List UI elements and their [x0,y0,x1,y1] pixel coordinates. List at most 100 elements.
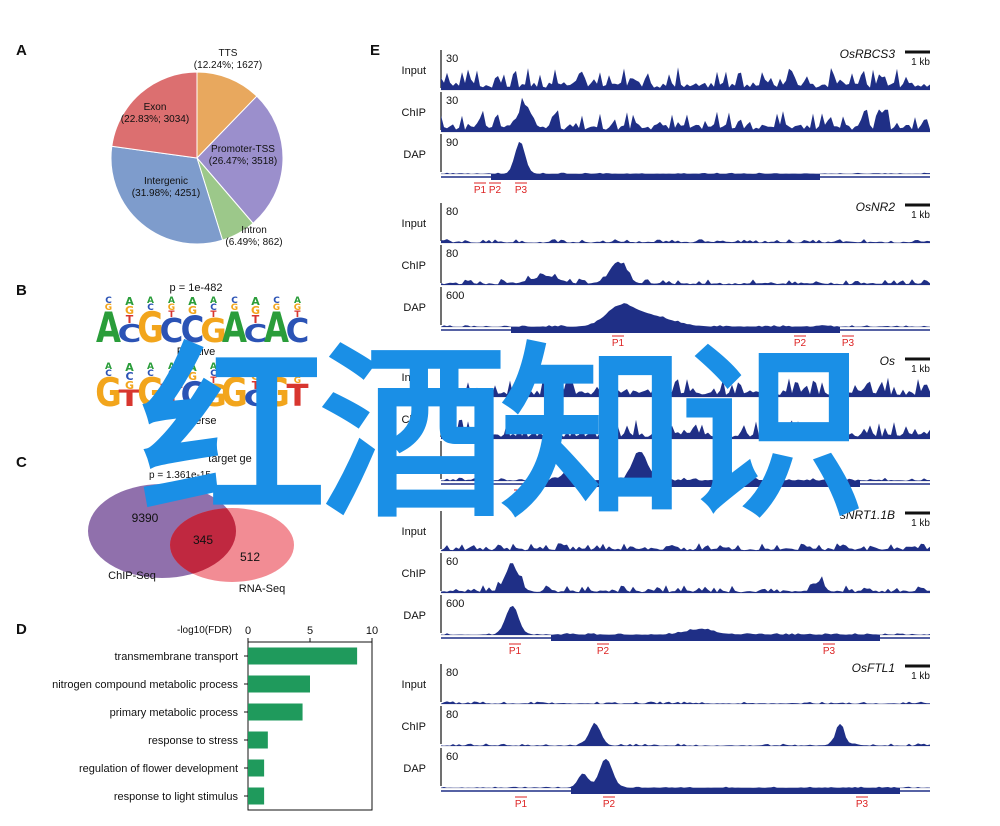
motif-positive-letter-major: G [137,303,164,352]
venn-overlap-region [170,508,236,578]
gene-panel-5 [440,664,930,798]
track-ymax: 60 [446,751,458,763]
track-label-chip: ChIP [402,568,426,580]
signal-track-chip [441,563,930,593]
peak-label: P1 [509,646,522,657]
motif-reverse-letter-minor: G [294,376,301,386]
motif-positive-letter-minor: A [147,296,154,306]
motif-reverse-letter-minor: C [168,369,175,379]
motif-reverse-position-3: ACG [137,362,164,416]
track-label-chip: ChIP [402,107,426,119]
track-label-input: Input [402,218,426,230]
pie-slice-intergenic [110,145,224,245]
peak-label: P1 [612,338,625,349]
pie-label-intron: Intron [241,225,267,236]
signal-track-dap [441,605,930,635]
motif-positive-letter-minor: A [125,295,134,308]
motif-reverse-letter-minor: G [188,370,197,383]
motif-positive-letter-minor: A [210,296,217,306]
gene-model-exon [531,481,860,487]
pie-slice-exon [111,71,198,159]
motif-positive-letter-minor: C [210,303,217,313]
scale-bar-label: 1 kb [911,518,930,529]
peak-label: P3 [515,185,528,196]
motif-reverse-letter-major: G [200,379,227,414]
signal-track-chip [441,419,930,439]
signal-track-chip [441,261,930,285]
motif-reverse-letter-major: G [221,371,248,416]
track-ymax: 90 [446,137,458,149]
track-label-input: Input [402,372,426,384]
gene-panel-2 [440,203,930,337]
watermark-overlay-text: 红酒知识 [139,326,866,543]
motif-positive-letter-major: C [160,312,184,350]
motif-positive-letter-major: G [200,312,227,350]
motif-positive-letter-major: C [118,319,142,348]
scale-bar-label: 1 kb [911,210,930,221]
gene-name: OsNR2 [856,200,896,214]
track-ymax: 30 [446,95,458,107]
peak-label: P3 [842,338,855,349]
motif-reverse-letter-major: T [160,379,183,414]
track-label-chip: ChIP [402,414,426,426]
pie-value-exon: (22.83%; 3034) [121,114,189,125]
track-ymax: 80 [446,667,458,679]
motif-reverse-letter-minor: C [105,369,112,379]
gene-name: Os [880,354,895,368]
peak-label: P2 [597,646,610,657]
peak-label: P2 [603,799,616,810]
bar-4 [248,731,268,749]
motif-positive-position-9: CGA [264,296,289,352]
signal-track-dap [441,451,930,481]
signal-track-input [441,239,930,243]
bar-plot-frame [247,641,373,811]
motif-positive-letter-major: C [181,309,205,351]
motif-positive-position-7: CGA [222,296,247,352]
scale-bar-label: 1 kb [911,57,930,68]
gene-panel-4 [440,511,930,645]
motif-reverse-letter-minor: T [252,379,260,392]
track-label-input: Input [402,679,426,691]
gene-model-exon [571,788,900,794]
motif-positive-letter-minor: G [273,303,280,313]
signal-track-input [441,67,930,90]
track-ymax: 80 [446,248,458,260]
motif-positive-letter-minor: G [125,304,134,317]
track-label-chip: ChIP [402,260,426,272]
motif-positive-letter-minor: T [252,313,260,326]
motif-pvalue: p = 1e-482 [170,282,223,294]
motif-positive-letter-minor: T [168,310,175,320]
bar-6 [248,787,265,805]
motif-positive-letter-major: C [286,312,310,350]
motif-reverse-position-1: ACG [95,362,122,416]
signal-track-dap [441,303,930,327]
pie-slice-promoter-tss [196,95,284,224]
bar-3 [248,703,303,721]
bar-x-tick-label: 5 [307,625,313,637]
track-label-dap: DAP [403,456,426,468]
motif-reverse-letter-minor: C [231,369,238,379]
motif-reverse-letter-major: G [137,371,164,416]
motif-positive-letter-major: A [96,303,121,352]
motif-positive-letter-minor: G [231,303,238,313]
gene-panel-1 [440,50,930,184]
motif-reverse-letter-major: T [118,385,140,411]
motif-positive-letter-minor: A [188,295,197,308]
track-ymax: 600 [446,290,464,302]
bar-x-tick-label: 10 [366,625,378,637]
panel-label-e: E [370,42,381,59]
track-label-dap: DAP [403,302,426,314]
peak-label: P1 [474,185,487,196]
motif-reverse-letter-major: C [181,374,205,414]
motif-positive-position-3: ACG [137,296,164,352]
motif-reverse-letter-major: T [286,379,309,414]
motif-reverse-letter-minor: A [231,362,238,372]
track-label-input: Input [402,526,426,538]
motif-reverse-letter-minor: A [147,362,154,372]
